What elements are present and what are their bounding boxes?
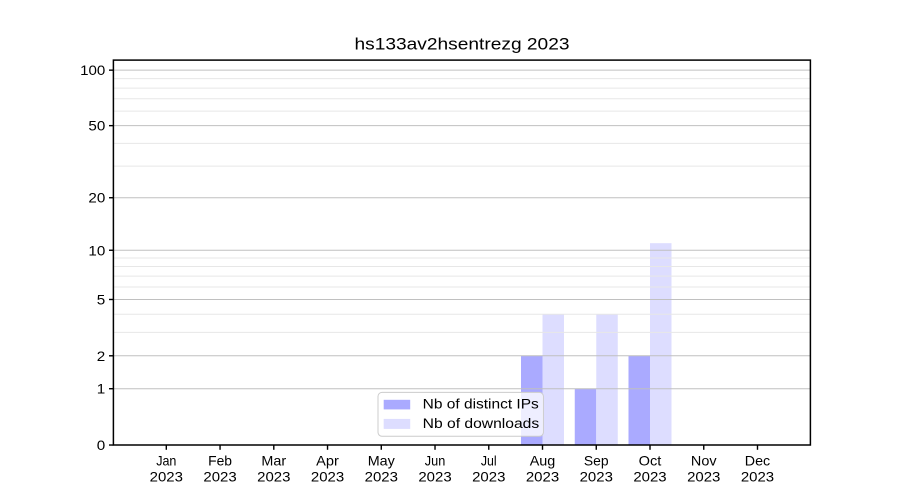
svg-text:2023: 2023	[526, 469, 560, 484]
svg-text:Jun: Jun	[425, 454, 446, 469]
svg-text:Feb: Feb	[208, 454, 232, 469]
svg-text:2023: 2023	[150, 469, 184, 484]
svg-text:2023: 2023	[633, 469, 667, 484]
svg-text:Sep: Sep	[584, 454, 609, 469]
svg-text:Oct: Oct	[639, 454, 662, 469]
svg-text:100: 100	[80, 63, 106, 78]
svg-text:2: 2	[97, 349, 106, 364]
svg-text:Aug: Aug	[530, 454, 556, 469]
svg-text:Nov: Nov	[691, 454, 717, 469]
svg-text:50: 50	[88, 119, 105, 134]
svg-text:2023: 2023	[472, 469, 506, 484]
svg-text:Apr: Apr	[316, 454, 339, 469]
svg-text:Nb of distinct IPs: Nb of distinct IPs	[423, 396, 539, 412]
svg-text:Jan: Jan	[156, 454, 176, 469]
svg-text:2023: 2023	[741, 469, 775, 484]
svg-text:Dec: Dec	[745, 454, 770, 469]
svg-text:10: 10	[88, 243, 105, 258]
svg-text:2023: 2023	[418, 469, 452, 484]
svg-text:2023: 2023	[311, 469, 345, 484]
svg-text:2023: 2023	[203, 469, 237, 484]
svg-text:2023: 2023	[580, 469, 614, 484]
svg-text:May: May	[368, 454, 395, 469]
svg-text:Jul: Jul	[481, 454, 497, 469]
svg-text:Mar: Mar	[261, 454, 286, 469]
svg-text:2023: 2023	[257, 469, 291, 484]
svg-text:2023: 2023	[365, 469, 399, 484]
svg-text:5: 5	[97, 292, 106, 307]
svg-text:2023: 2023	[687, 469, 721, 484]
svg-text:1: 1	[97, 382, 106, 397]
svg-text:20: 20	[88, 191, 105, 206]
svg-text:hs133av2hsentrezg 2023: hs133av2hsentrezg 2023	[355, 35, 570, 54]
svg-text:0: 0	[97, 438, 106, 453]
svg-text:Nb of downloads: Nb of downloads	[423, 416, 540, 432]
